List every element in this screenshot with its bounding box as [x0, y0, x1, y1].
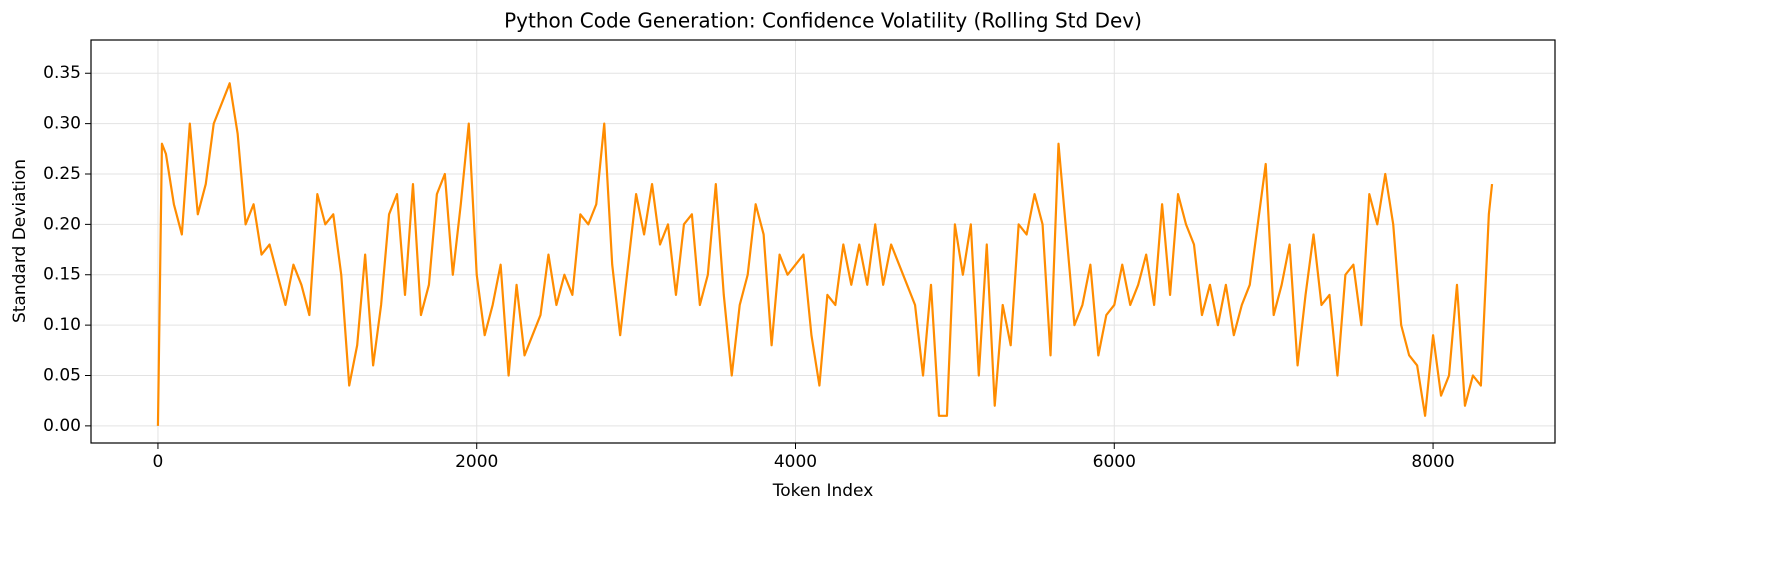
y-tick-label: 0.25 [43, 164, 81, 184]
axes-frame [90, 39, 1556, 444]
y-tick-label: 0.30 [43, 114, 81, 134]
x-tick-label: 4000 [774, 452, 817, 472]
x-axis-label: Token Index [772, 481, 874, 501]
x-tick-label: 6000 [1093, 452, 1136, 472]
chart-title: Python Code Generation: Confidence Volat… [504, 9, 1142, 33]
x-tick-label: 2000 [455, 452, 498, 472]
y-tick-label: 0.05 [43, 365, 81, 385]
data-line [156, 82, 1494, 426]
y-tick-label: 0.00 [43, 416, 81, 436]
x-tick-label: 8000 [1411, 452, 1454, 472]
x-tick-label: 0 [153, 452, 164, 472]
y-tick-label: 0.15 [43, 265, 81, 285]
y-tick-label: 0.20 [43, 214, 81, 234]
grid: 0 2000 4000 6000 8000 0.00 0.05 0.10 0.15 0.20 0.2… [43, 40, 1555, 472]
plot [156, 82, 1494, 426]
y-axis-label: Standard Deviation [10, 159, 30, 323]
y-tick-label: 0.35 [43, 63, 81, 83]
y-tick-label: 0.10 [43, 315, 81, 335]
